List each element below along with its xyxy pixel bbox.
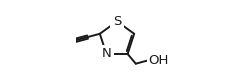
Text: S: S [113, 15, 121, 28]
Text: OH: OH [148, 54, 168, 67]
Text: N: N [102, 47, 111, 60]
